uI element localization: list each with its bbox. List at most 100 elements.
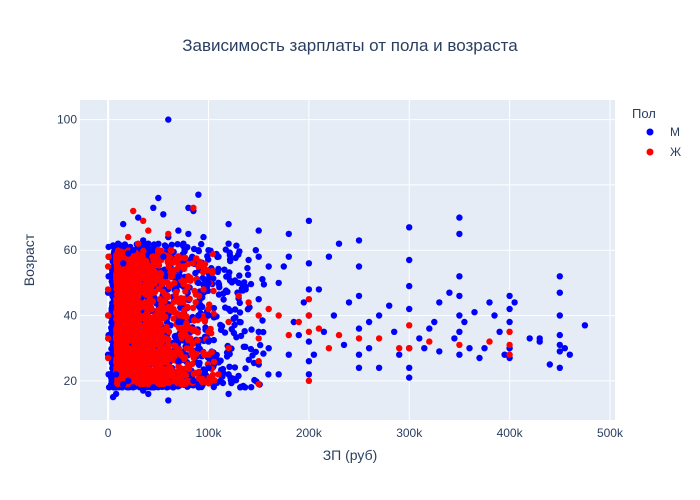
- data-point: [248, 384, 255, 391]
- data-point: [183, 313, 190, 320]
- data-point: [305, 338, 313, 345]
- data-point: [145, 227, 152, 234]
- data-point: [215, 281, 223, 288]
- data-point: [186, 295, 193, 303]
- data-point: [205, 338, 212, 345]
- data-point: [173, 288, 180, 296]
- legend-item-m[interactable]: М: [646, 125, 681, 139]
- data-point: [556, 273, 563, 280]
- data-point: [315, 325, 323, 332]
- x-tick-label: 200k: [296, 426, 323, 440]
- data-point: [114, 319, 121, 327]
- data-point: [146, 305, 153, 312]
- data-point: [205, 305, 212, 313]
- data-point: [426, 338, 433, 345]
- data-point: [486, 338, 493, 345]
- data-point: [184, 336, 192, 344]
- data-point: [396, 351, 403, 358]
- data-point: [133, 295, 140, 303]
- data-point: [104, 354, 112, 362]
- data-point: [151, 268, 159, 275]
- data-point: [197, 301, 204, 309]
- data-point: [260, 281, 268, 288]
- data-point: [121, 367, 128, 374]
- data-point: [147, 318, 154, 325]
- data-point: [456, 273, 463, 280]
- data-point: [219, 379, 227, 387]
- data-point: [185, 345, 192, 352]
- data-point: [232, 314, 239, 321]
- data-point: [165, 336, 172, 343]
- data-point: [125, 233, 132, 241]
- data-point: [556, 341, 563, 349]
- data-point: [125, 320, 132, 328]
- data-point: [134, 251, 141, 258]
- data-point: [150, 262, 158, 269]
- data-point: [145, 390, 152, 398]
- data-point: [145, 380, 152, 388]
- data-point: [204, 253, 211, 260]
- data-point: [185, 273, 192, 280]
- data-point: [123, 297, 130, 305]
- data-point: [305, 260, 313, 267]
- data-point: [165, 230, 172, 238]
- data-point: [156, 380, 163, 388]
- legend[interactable]: Пол М Ж: [632, 106, 681, 159]
- data-point: [461, 318, 468, 326]
- data-point: [163, 377, 170, 385]
- data-point: [200, 264, 208, 272]
- data-point: [177, 331, 185, 338]
- data-point: [130, 384, 137, 391]
- data-point: [247, 345, 255, 353]
- data-point: [355, 325, 363, 332]
- data-point: [189, 340, 196, 348]
- data-point: [200, 233, 207, 241]
- data-point: [120, 312, 127, 319]
- data-point: [355, 292, 363, 300]
- data-point: [125, 250, 132, 257]
- data-point: [310, 351, 318, 358]
- data-point: [206, 374, 213, 381]
- data-point: [511, 299, 518, 306]
- data-point: [154, 307, 162, 314]
- legend-item-zh[interactable]: Ж: [646, 145, 682, 159]
- data-point: [104, 263, 112, 270]
- data-point: [406, 224, 413, 231]
- data-point: [119, 326, 127, 333]
- data-point: [115, 366, 123, 373]
- data-point: [117, 250, 124, 257]
- data-point: [182, 288, 189, 295]
- data-point: [152, 363, 160, 371]
- data-point: [501, 351, 508, 358]
- data-point: [205, 279, 212, 287]
- data-point: [125, 377, 132, 384]
- data-point: [140, 387, 147, 394]
- data-point: [231, 306, 239, 313]
- data-point: [120, 260, 127, 267]
- data-point: [456, 292, 463, 300]
- data-point: [305, 371, 313, 378]
- data-point: [210, 304, 218, 312]
- data-point: [194, 329, 201, 336]
- data-point: [166, 354, 173, 361]
- data-point: [209, 250, 216, 258]
- data-point: [325, 345, 333, 352]
- data-point: [126, 305, 134, 312]
- data-point: [227, 377, 235, 384]
- data-point: [112, 390, 120, 398]
- data-point: [144, 264, 151, 271]
- data-point: [177, 351, 184, 358]
- y-axis-title: Возраст: [21, 233, 37, 286]
- data-point: [175, 227, 182, 234]
- data-point: [249, 352, 256, 359]
- data-point: [191, 287, 198, 295]
- data-point: [406, 364, 413, 371]
- data-point: [305, 312, 313, 319]
- data-point: [355, 263, 363, 270]
- data-point: [210, 310, 217, 317]
- data-point: [526, 335, 533, 342]
- data-point: [242, 286, 249, 293]
- data-point: [140, 237, 147, 244]
- data-point: [305, 296, 313, 303]
- data-point: [238, 383, 245, 390]
